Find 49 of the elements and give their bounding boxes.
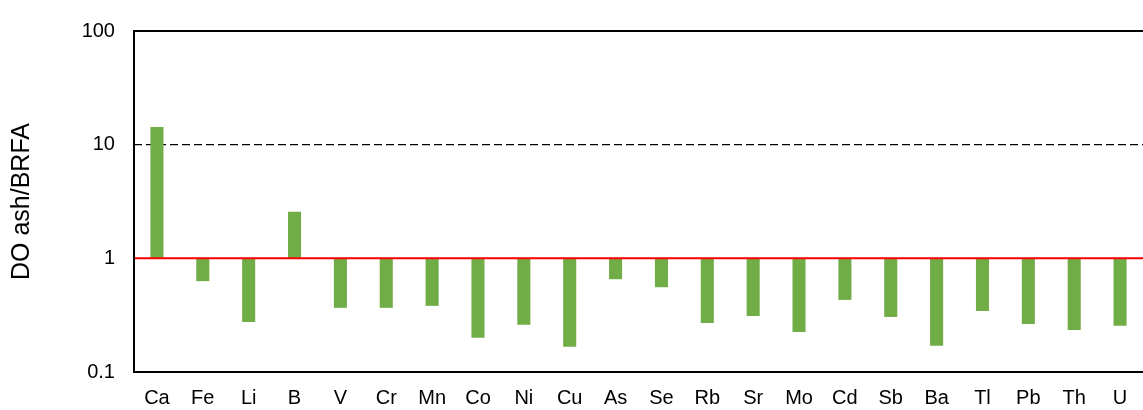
bar bbox=[242, 258, 256, 323]
y-tick-label: 0.1 bbox=[87, 359, 115, 382]
x-tick-label: V bbox=[333, 385, 348, 408]
x-tick-label: Co bbox=[465, 385, 491, 408]
bar bbox=[517, 258, 531, 325]
x-tick-label: Ca bbox=[144, 385, 171, 408]
bar bbox=[838, 258, 852, 300]
x-tick-label: Se bbox=[649, 385, 674, 408]
bar bbox=[930, 258, 944, 346]
bar bbox=[379, 258, 393, 308]
bar bbox=[471, 258, 485, 338]
y-tick-label: 10 bbox=[92, 132, 115, 155]
y-axis-title: DO ash/BRFA bbox=[5, 122, 34, 280]
x-tick-label: Th bbox=[1062, 385, 1086, 408]
bar bbox=[700, 258, 714, 323]
bar bbox=[746, 258, 760, 316]
x-tick-label: Mn bbox=[418, 385, 447, 408]
y-tick-label: 1 bbox=[103, 245, 115, 268]
x-tick-label: Cd bbox=[832, 385, 858, 408]
x-tick-label: Rb bbox=[694, 385, 721, 408]
x-tick-label: Mo bbox=[785, 385, 813, 408]
bar bbox=[1067, 258, 1081, 331]
bar bbox=[1021, 258, 1035, 324]
bar bbox=[1113, 258, 1127, 326]
x-tick-label: Li bbox=[240, 385, 257, 408]
bar bbox=[425, 258, 439, 306]
bar bbox=[287, 211, 302, 259]
bar bbox=[884, 258, 898, 317]
bar bbox=[975, 258, 990, 312]
y-tick-label: 100 bbox=[81, 18, 115, 41]
x-tick-label: Fe bbox=[191, 385, 215, 408]
bar bbox=[792, 258, 806, 332]
x-tick-label: Pb bbox=[1016, 385, 1041, 408]
x-tick-label: Tl bbox=[974, 385, 991, 408]
x-tick-label: As bbox=[603, 385, 628, 408]
bar bbox=[563, 258, 577, 347]
x-tick-label: Cu bbox=[556, 385, 583, 408]
bar bbox=[333, 258, 347, 308]
x-tick-label: U bbox=[1112, 385, 1128, 408]
x-tick-label: B bbox=[287, 385, 302, 408]
x-tick-label: Cr bbox=[375, 385, 398, 408]
x-tick-label: Ba bbox=[924, 385, 950, 408]
bar bbox=[150, 127, 164, 259]
x-tick-label: Sb bbox=[878, 385, 903, 408]
x-tick-label: Ni bbox=[514, 385, 534, 408]
bar bbox=[654, 258, 668, 288]
bar bbox=[609, 258, 623, 280]
bar bbox=[196, 258, 210, 282]
x-tick-label: Sr bbox=[743, 385, 764, 408]
